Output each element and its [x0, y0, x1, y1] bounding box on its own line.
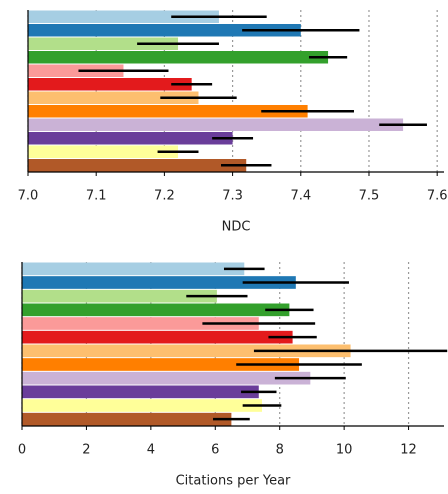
bar — [22, 358, 300, 371]
x-tick-label: 7.4 — [290, 189, 311, 204]
bar — [28, 118, 404, 131]
bar — [22, 317, 259, 330]
x-tick-label: 2 — [82, 443, 90, 458]
x-tick-label: 12 — [400, 443, 417, 458]
bar — [28, 10, 219, 23]
x-tick-label: 7.1 — [86, 189, 107, 204]
bar — [28, 64, 124, 77]
bar — [22, 344, 351, 358]
bar — [28, 37, 179, 50]
bar — [28, 78, 192, 91]
x-tick-label: 6 — [211, 443, 219, 458]
x-axis-label: NDC — [222, 220, 251, 235]
x-axis-label: Citations per Year — [176, 474, 291, 489]
bar — [22, 330, 293, 344]
x-tick-label: 4 — [147, 443, 155, 458]
x-tick-label: 7.5 — [359, 189, 380, 204]
x-tick-label: 7.0 — [18, 189, 39, 204]
bar — [28, 159, 247, 172]
bar — [28, 51, 329, 64]
bar — [22, 289, 217, 303]
x-tick-label: 8 — [276, 443, 284, 458]
bar — [28, 91, 199, 104]
x-tick-label: 0 — [18, 443, 26, 458]
x-tick-label: 7.3 — [222, 189, 243, 204]
bar — [28, 132, 233, 145]
x-tick-label: 10 — [336, 443, 353, 458]
bar — [22, 399, 262, 412]
bar — [22, 412, 232, 426]
bar — [22, 276, 296, 289]
bar — [22, 262, 245, 276]
bar — [28, 24, 301, 37]
bar — [22, 371, 311, 385]
bar — [22, 385, 259, 399]
x-tick-label: 7.6 — [427, 189, 448, 204]
bar — [22, 303, 290, 317]
bar — [28, 145, 179, 158]
bar — [28, 105, 308, 118]
x-tick-label: 7.2 — [154, 189, 175, 204]
